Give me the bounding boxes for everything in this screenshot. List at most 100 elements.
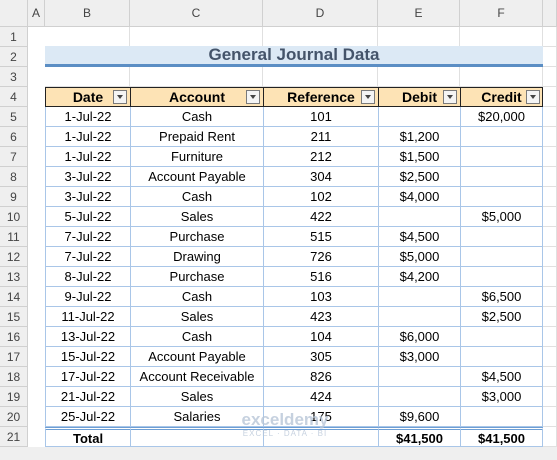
column-header[interactable]: D <box>263 0 378 27</box>
table-cell: $1,200 <box>378 127 460 147</box>
table-cell: 25-Jul-22 <box>45 407 130 427</box>
table-cell: Account Payable <box>130 167 263 187</box>
corner <box>0 0 28 27</box>
grid-cell <box>543 287 557 307</box>
table-cell: 17-Jul-22 <box>45 367 130 387</box>
grid-cell <box>543 27 557 47</box>
row-header[interactable]: 10 <box>0 207 28 227</box>
column-header[interactable]: B <box>45 0 130 27</box>
row-header[interactable]: 3 <box>0 67 28 87</box>
column-header[interactable]: C <box>130 0 263 27</box>
table-cell: 423 <box>263 307 378 327</box>
table-header: Reference <box>263 87 378 107</box>
table-cell <box>378 387 460 407</box>
grid-cell <box>543 67 557 87</box>
table-cell: Cash <box>130 327 263 347</box>
grid-cell <box>543 227 557 247</box>
row-header[interactable]: 11 <box>0 227 28 247</box>
table-cell <box>460 407 543 427</box>
row-header[interactable]: 1 <box>0 27 28 47</box>
table-cell: $20,000 <box>460 107 543 127</box>
row-header[interactable]: 2 <box>0 47 28 67</box>
row-header[interactable]: 9 <box>0 187 28 207</box>
grid-cell <box>263 67 378 87</box>
row-header[interactable]: 17 <box>0 347 28 367</box>
table-cell: $4,500 <box>460 367 543 387</box>
row-header[interactable]: 4 <box>0 87 28 107</box>
grid-cell <box>543 107 557 127</box>
table-cell: 212 <box>263 147 378 167</box>
table-header: Debit <box>378 87 460 107</box>
table-cell: Salaries <box>130 407 263 427</box>
table-cell: Cash <box>130 287 263 307</box>
table-cell: Prepaid Rent <box>130 127 263 147</box>
table-cell <box>378 307 460 327</box>
column-header[interactable]: F <box>460 0 543 27</box>
row-header[interactable]: 6 <box>0 127 28 147</box>
grid-cell <box>543 387 557 407</box>
filter-button[interactable] <box>113 90 127 104</box>
row-header[interactable]: 16 <box>0 327 28 347</box>
grid-cell <box>543 267 557 287</box>
row-header[interactable]: 18 <box>0 367 28 387</box>
table-cell <box>460 247 543 267</box>
row-header[interactable]: 14 <box>0 287 28 307</box>
filter-button[interactable] <box>246 90 260 104</box>
table-cell <box>460 127 543 147</box>
grid-cell <box>378 27 460 47</box>
grid-cell <box>543 427 557 447</box>
table-cell: 104 <box>263 327 378 347</box>
filter-button[interactable] <box>361 90 375 104</box>
row-header[interactable]: 15 <box>0 307 28 327</box>
table-header: Credit <box>460 87 543 107</box>
total-blank <box>263 427 378 447</box>
table-cell: $4,000 <box>378 187 460 207</box>
column-header[interactable]: A <box>28 0 45 27</box>
filter-button[interactable] <box>526 90 540 104</box>
table-cell: 726 <box>263 247 378 267</box>
table-cell: 175 <box>263 407 378 427</box>
row-header[interactable]: 21 <box>0 427 28 447</box>
watermark-tagline: EXCEL · DATA · BI <box>242 428 328 438</box>
table-cell: 516 <box>263 267 378 287</box>
table-cell: 102 <box>263 187 378 207</box>
row-header[interactable]: 5 <box>0 107 28 127</box>
grid-cell <box>543 307 557 327</box>
row-header[interactable]: 12 <box>0 247 28 267</box>
table-cell: 101 <box>263 107 378 127</box>
table-cell: 826 <box>263 367 378 387</box>
table-cell <box>460 347 543 367</box>
table-cell: 424 <box>263 387 378 407</box>
grid-cell <box>543 207 557 227</box>
table-cell: 9-Jul-22 <box>45 287 130 307</box>
table-cell: Sales <box>130 207 263 227</box>
grid-cell <box>543 407 557 427</box>
table-cell <box>460 327 543 347</box>
total-label: Total <box>45 427 130 447</box>
table-cell: $6,000 <box>378 327 460 347</box>
grid-cell <box>45 27 130 47</box>
table-cell: $4,200 <box>378 267 460 287</box>
table-cell: 304 <box>263 167 378 187</box>
table-cell: Account Receivable <box>130 367 263 387</box>
row-header[interactable]: 20 <box>0 407 28 427</box>
column-header[interactable]: E <box>378 0 460 27</box>
table-cell: $2,500 <box>460 307 543 327</box>
table-cell: $1,500 <box>378 147 460 167</box>
title: General Journal Data <box>45 45 543 67</box>
table-cell: 1-Jul-22 <box>45 147 130 167</box>
row-header[interactable]: 13 <box>0 267 28 287</box>
row-header[interactable]: 8 <box>0 167 28 187</box>
table-cell: 3-Jul-22 <box>45 187 130 207</box>
table-cell: Sales <box>130 387 263 407</box>
row-header[interactable]: 7 <box>0 147 28 167</box>
table-cell: 15-Jul-22 <box>45 347 130 367</box>
grid-cell <box>543 87 557 107</box>
filter-button[interactable] <box>443 90 457 104</box>
grid-cell <box>543 187 557 207</box>
grid-cell <box>45 67 130 87</box>
table-cell: Furniture <box>130 147 263 167</box>
total-debit: $41,500 <box>378 427 460 447</box>
row-header[interactable]: 19 <box>0 387 28 407</box>
